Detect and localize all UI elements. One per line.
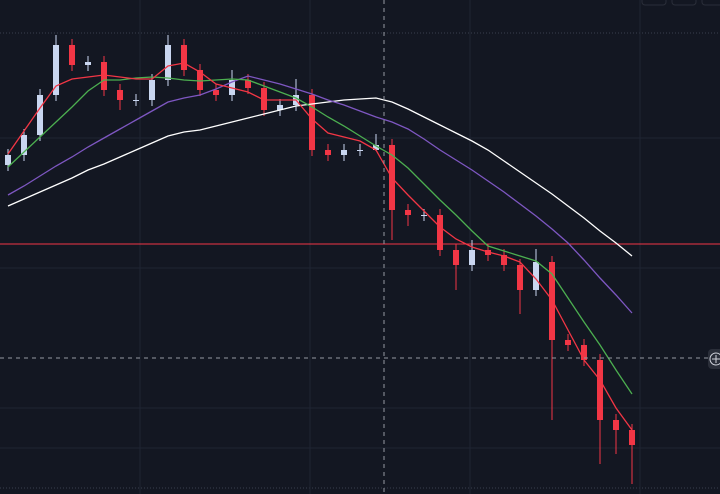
candle-body [517,265,523,290]
candle-body [53,45,59,95]
candle-body [245,80,251,88]
candle-body [341,150,347,155]
candle-body [149,80,155,100]
candle-body [85,62,91,65]
candle-body [117,90,123,100]
candle-body [373,145,379,150]
candle-body [629,430,635,445]
toolbar-button[interactable] [701,0,720,6]
add-icon[interactable] [709,352,720,366]
candle-body [165,45,171,80]
moving-average-line [7,97,633,257]
candle-body [277,105,283,110]
candle-body [325,150,331,155]
toolbar-button[interactable] [641,0,667,6]
candle-body [101,62,107,90]
candle-body [565,340,571,345]
candle-body [357,150,363,151]
candle-body [421,215,427,216]
candle-body [581,345,587,360]
candle-body [405,210,411,215]
toolbar-button[interactable] [671,0,697,6]
candle-body [501,255,507,265]
moving-average-line [7,76,633,395]
candle-body [453,250,459,265]
candle-body [197,70,203,90]
candle-body [597,360,603,420]
candle-body [533,262,539,290]
moving-average-line [7,62,633,431]
candle-body [309,95,315,150]
candle-body [213,90,219,95]
candle-body [5,155,11,165]
candle-body [437,215,443,250]
candle-body [133,100,139,101]
plot [0,35,720,484]
candle-body [181,45,187,70]
candle-body [37,95,43,135]
candle-body [469,250,475,265]
candle-body [69,45,75,65]
candle-body [21,135,27,155]
candle-body [613,420,619,430]
candle-body [261,88,267,110]
moving-average-line [7,75,633,314]
add-button[interactable] [708,349,720,369]
